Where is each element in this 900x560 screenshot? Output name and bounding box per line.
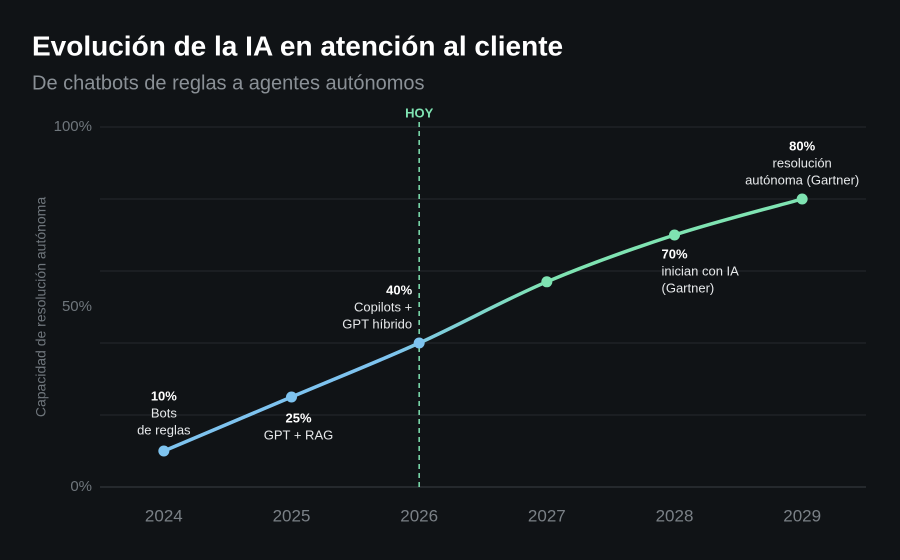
x-tick-label: 2026 [400, 506, 438, 525]
annotation: Copilots + [354, 299, 412, 314]
x-tick-label: 2028 [656, 506, 694, 525]
chart-title: Evolución de la IA en atención al client… [32, 30, 563, 61]
annotation: GPT híbrido [342, 316, 412, 331]
annotation: de reglas [137, 422, 191, 437]
y-axis-label: Capacidad de resolución autónoma [33, 197, 49, 417]
x-tick-label: 2025 [273, 506, 311, 525]
point [541, 276, 553, 288]
annotation: (Gartner) [662, 280, 715, 295]
annotation: inician con IA [662, 263, 740, 278]
point [286, 391, 297, 403]
chart-subtitle: De chatbots de reglas a agentes autónomo… [32, 72, 424, 94]
data-label: 70% [662, 246, 688, 261]
point [413, 337, 425, 349]
y-tick-label: 50% [62, 298, 92, 315]
x-tick-label: 2027 [528, 506, 566, 525]
annotation: autónoma (Gartner) [745, 172, 859, 187]
data-label: 40% [386, 282, 412, 297]
point [669, 229, 680, 241]
x-tick-label: 2024 [145, 506, 183, 525]
line [162, 197, 804, 453]
data-label: 80% [789, 138, 815, 153]
reference-label: HOY [405, 105, 434, 120]
point [158, 445, 170, 457]
annotation: Bots [151, 405, 178, 420]
annotation: resolución [773, 155, 832, 170]
y-tick-label: 0% [70, 478, 92, 495]
y-tick-label: 100% [54, 118, 92, 135]
data-label: 10% [151, 388, 177, 403]
data-label: 25% [285, 410, 311, 425]
annotation: GPT + RAG [264, 427, 333, 442]
point [796, 193, 808, 205]
x-tick-label: 2029 [783, 506, 821, 525]
